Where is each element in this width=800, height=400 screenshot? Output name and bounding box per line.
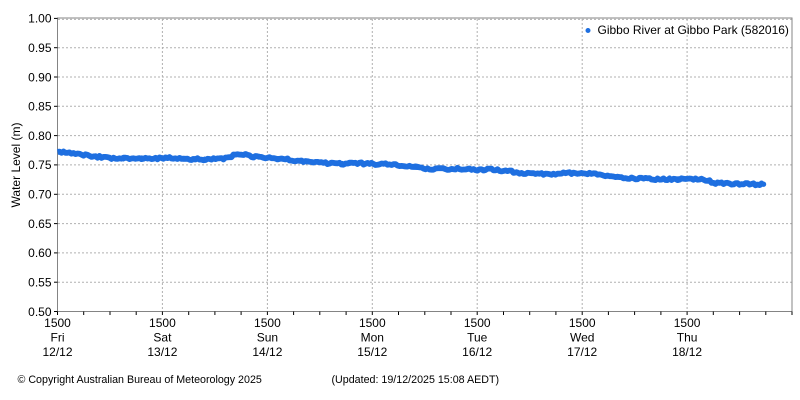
svg-text:0.75: 0.75	[28, 158, 52, 172]
svg-text:Wed: Wed	[570, 331, 594, 345]
svg-text:0.55: 0.55	[28, 276, 52, 290]
svg-text:0.60: 0.60	[28, 246, 52, 260]
svg-text:0.70: 0.70	[28, 188, 52, 202]
svg-text:16/12: 16/12	[462, 345, 492, 359]
svg-text:© Copyright Australian Bureau: © Copyright Australian Bureau of Meteoro…	[18, 374, 262, 386]
svg-text:0.50: 0.50	[28, 305, 52, 319]
svg-text:1500: 1500	[359, 316, 386, 330]
svg-text:Sat: Sat	[153, 331, 172, 345]
svg-text:Fri: Fri	[51, 331, 65, 345]
svg-text:Sun: Sun	[257, 331, 278, 345]
svg-text:1500: 1500	[464, 316, 491, 330]
svg-text:0.80: 0.80	[28, 129, 52, 143]
svg-text:1.00: 1.00	[28, 12, 52, 26]
svg-text:1500: 1500	[44, 316, 71, 330]
svg-text:Water Level (m): Water Level (m)	[9, 123, 23, 208]
svg-text:Thu: Thu	[677, 331, 698, 345]
svg-text:0.85: 0.85	[28, 100, 52, 114]
svg-text:14/12: 14/12	[252, 345, 282, 359]
svg-text:1500: 1500	[674, 316, 701, 330]
svg-text:0.65: 0.65	[28, 217, 52, 231]
svg-text:12/12: 12/12	[42, 345, 72, 359]
svg-text:Mon: Mon	[361, 331, 384, 345]
svg-text:1500: 1500	[569, 316, 596, 330]
svg-text:0.95: 0.95	[28, 41, 52, 55]
svg-text:Tue: Tue	[467, 331, 488, 345]
svg-text:15/12: 15/12	[357, 345, 387, 359]
svg-text:0.90: 0.90	[28, 70, 52, 84]
svg-text:Gibbo River at Gibbo Park (582: Gibbo River at Gibbo Park (582016)	[598, 23, 789, 37]
svg-text:1500: 1500	[149, 316, 176, 330]
svg-text:1500: 1500	[254, 316, 281, 330]
svg-text:13/12: 13/12	[147, 345, 177, 359]
svg-text:18/12: 18/12	[672, 345, 702, 359]
svg-text:(Updated: 19/12/2025 15:08 AED: (Updated: 19/12/2025 15:08 AEDT)	[332, 374, 500, 386]
svg-text:17/12: 17/12	[567, 345, 597, 359]
